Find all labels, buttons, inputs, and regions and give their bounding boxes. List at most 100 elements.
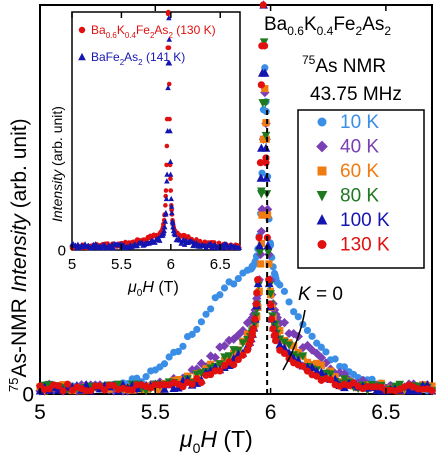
data-point bbox=[165, 353, 173, 361]
data-point bbox=[249, 325, 258, 333]
data-point bbox=[169, 218, 176, 224]
data-point bbox=[166, 81, 172, 87]
data-point bbox=[256, 159, 265, 167]
data-point bbox=[269, 325, 277, 333]
x-tick-label: 5.5 bbox=[141, 401, 170, 424]
data-point bbox=[340, 363, 348, 371]
data-point bbox=[187, 365, 197, 375]
data-point bbox=[167, 128, 173, 134]
data-point bbox=[331, 355, 339, 363]
data-point bbox=[54, 382, 63, 390]
data-point bbox=[59, 387, 67, 395]
data-point bbox=[230, 280, 238, 288]
data-point bbox=[163, 209, 169, 216]
data-point bbox=[162, 218, 169, 224]
data-point bbox=[258, 211, 266, 219]
legend-label: 100 K bbox=[340, 210, 390, 231]
data-point bbox=[294, 313, 302, 321]
data-point bbox=[197, 318, 206, 326]
data-point bbox=[243, 346, 252, 354]
data-point bbox=[174, 347, 182, 356]
data-point bbox=[256, 226, 267, 237]
data-point bbox=[219, 341, 230, 351]
data-point bbox=[168, 188, 174, 193]
data-point bbox=[166, 9, 171, 15]
x-tick-label: 6 bbox=[167, 256, 175, 273]
data-point bbox=[428, 382, 436, 390]
legend-marker bbox=[317, 240, 327, 249]
data-point bbox=[313, 359, 321, 368]
data-point bbox=[215, 360, 225, 369]
data-point bbox=[167, 171, 174, 177]
data-point bbox=[299, 362, 307, 370]
data-point bbox=[202, 310, 210, 318]
legend-marker bbox=[317, 166, 327, 176]
compound-title: Ba0.6K0.4Fe2As2 bbox=[264, 14, 391, 38]
data-point bbox=[257, 190, 266, 199]
legend-label: 130 K bbox=[340, 235, 390, 256]
data-point bbox=[280, 349, 289, 358]
data-point bbox=[263, 248, 273, 257]
x-tick-label: 6.5 bbox=[371, 401, 400, 424]
data-point bbox=[164, 171, 170, 177]
data-point bbox=[163, 195, 170, 202]
data-point bbox=[167, 158, 174, 165]
data-point bbox=[303, 326, 312, 335]
data-point bbox=[87, 387, 95, 395]
data-point bbox=[261, 64, 269, 72]
x-tick-label: 5.5 bbox=[111, 256, 132, 273]
data-point bbox=[285, 298, 293, 306]
data-point bbox=[255, 233, 263, 242]
data-point bbox=[273, 278, 281, 287]
legend: 10 K 40 K 60 K 80 K 100 K 130 K bbox=[316, 112, 390, 256]
data-point bbox=[100, 386, 109, 394]
data-point bbox=[161, 227, 167, 234]
x-tick-label: 5 bbox=[68, 256, 76, 273]
data-point bbox=[298, 352, 308, 361]
inset-plot-marks bbox=[69, 9, 242, 251]
data-point bbox=[169, 207, 174, 213]
inset-frame bbox=[71, 11, 241, 251]
data-point bbox=[261, 143, 271, 152]
data-point bbox=[166, 36, 173, 42]
data-point bbox=[260, 68, 270, 77]
data-point bbox=[303, 358, 312, 366]
data-point bbox=[266, 290, 275, 299]
data-point bbox=[110, 245, 117, 251]
data-point bbox=[256, 173, 266, 182]
data-point bbox=[224, 352, 234, 361]
data-point bbox=[317, 361, 325, 369]
data-point bbox=[166, 60, 173, 66]
x-tick-label: 6 bbox=[265, 401, 277, 424]
data-point bbox=[272, 337, 280, 345]
data-point bbox=[193, 325, 201, 334]
data-point bbox=[160, 384, 169, 393]
data-point bbox=[238, 339, 248, 348]
data-point bbox=[265, 260, 273, 268]
data-point bbox=[260, 87, 270, 98]
data-point bbox=[170, 224, 176, 230]
data-point bbox=[168, 195, 174, 202]
data-point bbox=[257, 81, 265, 89]
data-point bbox=[326, 370, 335, 379]
main-x-axis-label: μ0H (T) bbox=[179, 426, 253, 456]
data-point bbox=[294, 348, 302, 357]
data-point bbox=[308, 332, 316, 340]
main-plot-frame bbox=[39, 4, 433, 395]
y-tick-label: 0 bbox=[22, 383, 34, 406]
data-point bbox=[428, 387, 436, 395]
data-point bbox=[395, 380, 405, 390]
k-zero-pointer bbox=[282, 309, 306, 371]
data-point bbox=[254, 276, 262, 284]
data-point bbox=[160, 230, 167, 236]
legend-marker bbox=[316, 214, 328, 225]
data-point bbox=[179, 383, 187, 391]
data-point bbox=[224, 335, 234, 346]
data-point bbox=[152, 239, 158, 245]
nmr-title: 75As NMR bbox=[302, 53, 386, 77]
data-point bbox=[156, 237, 163, 243]
data-point bbox=[275, 340, 285, 349]
data-point bbox=[280, 338, 289, 347]
data-point bbox=[166, 45, 172, 51]
data-point bbox=[322, 348, 330, 356]
